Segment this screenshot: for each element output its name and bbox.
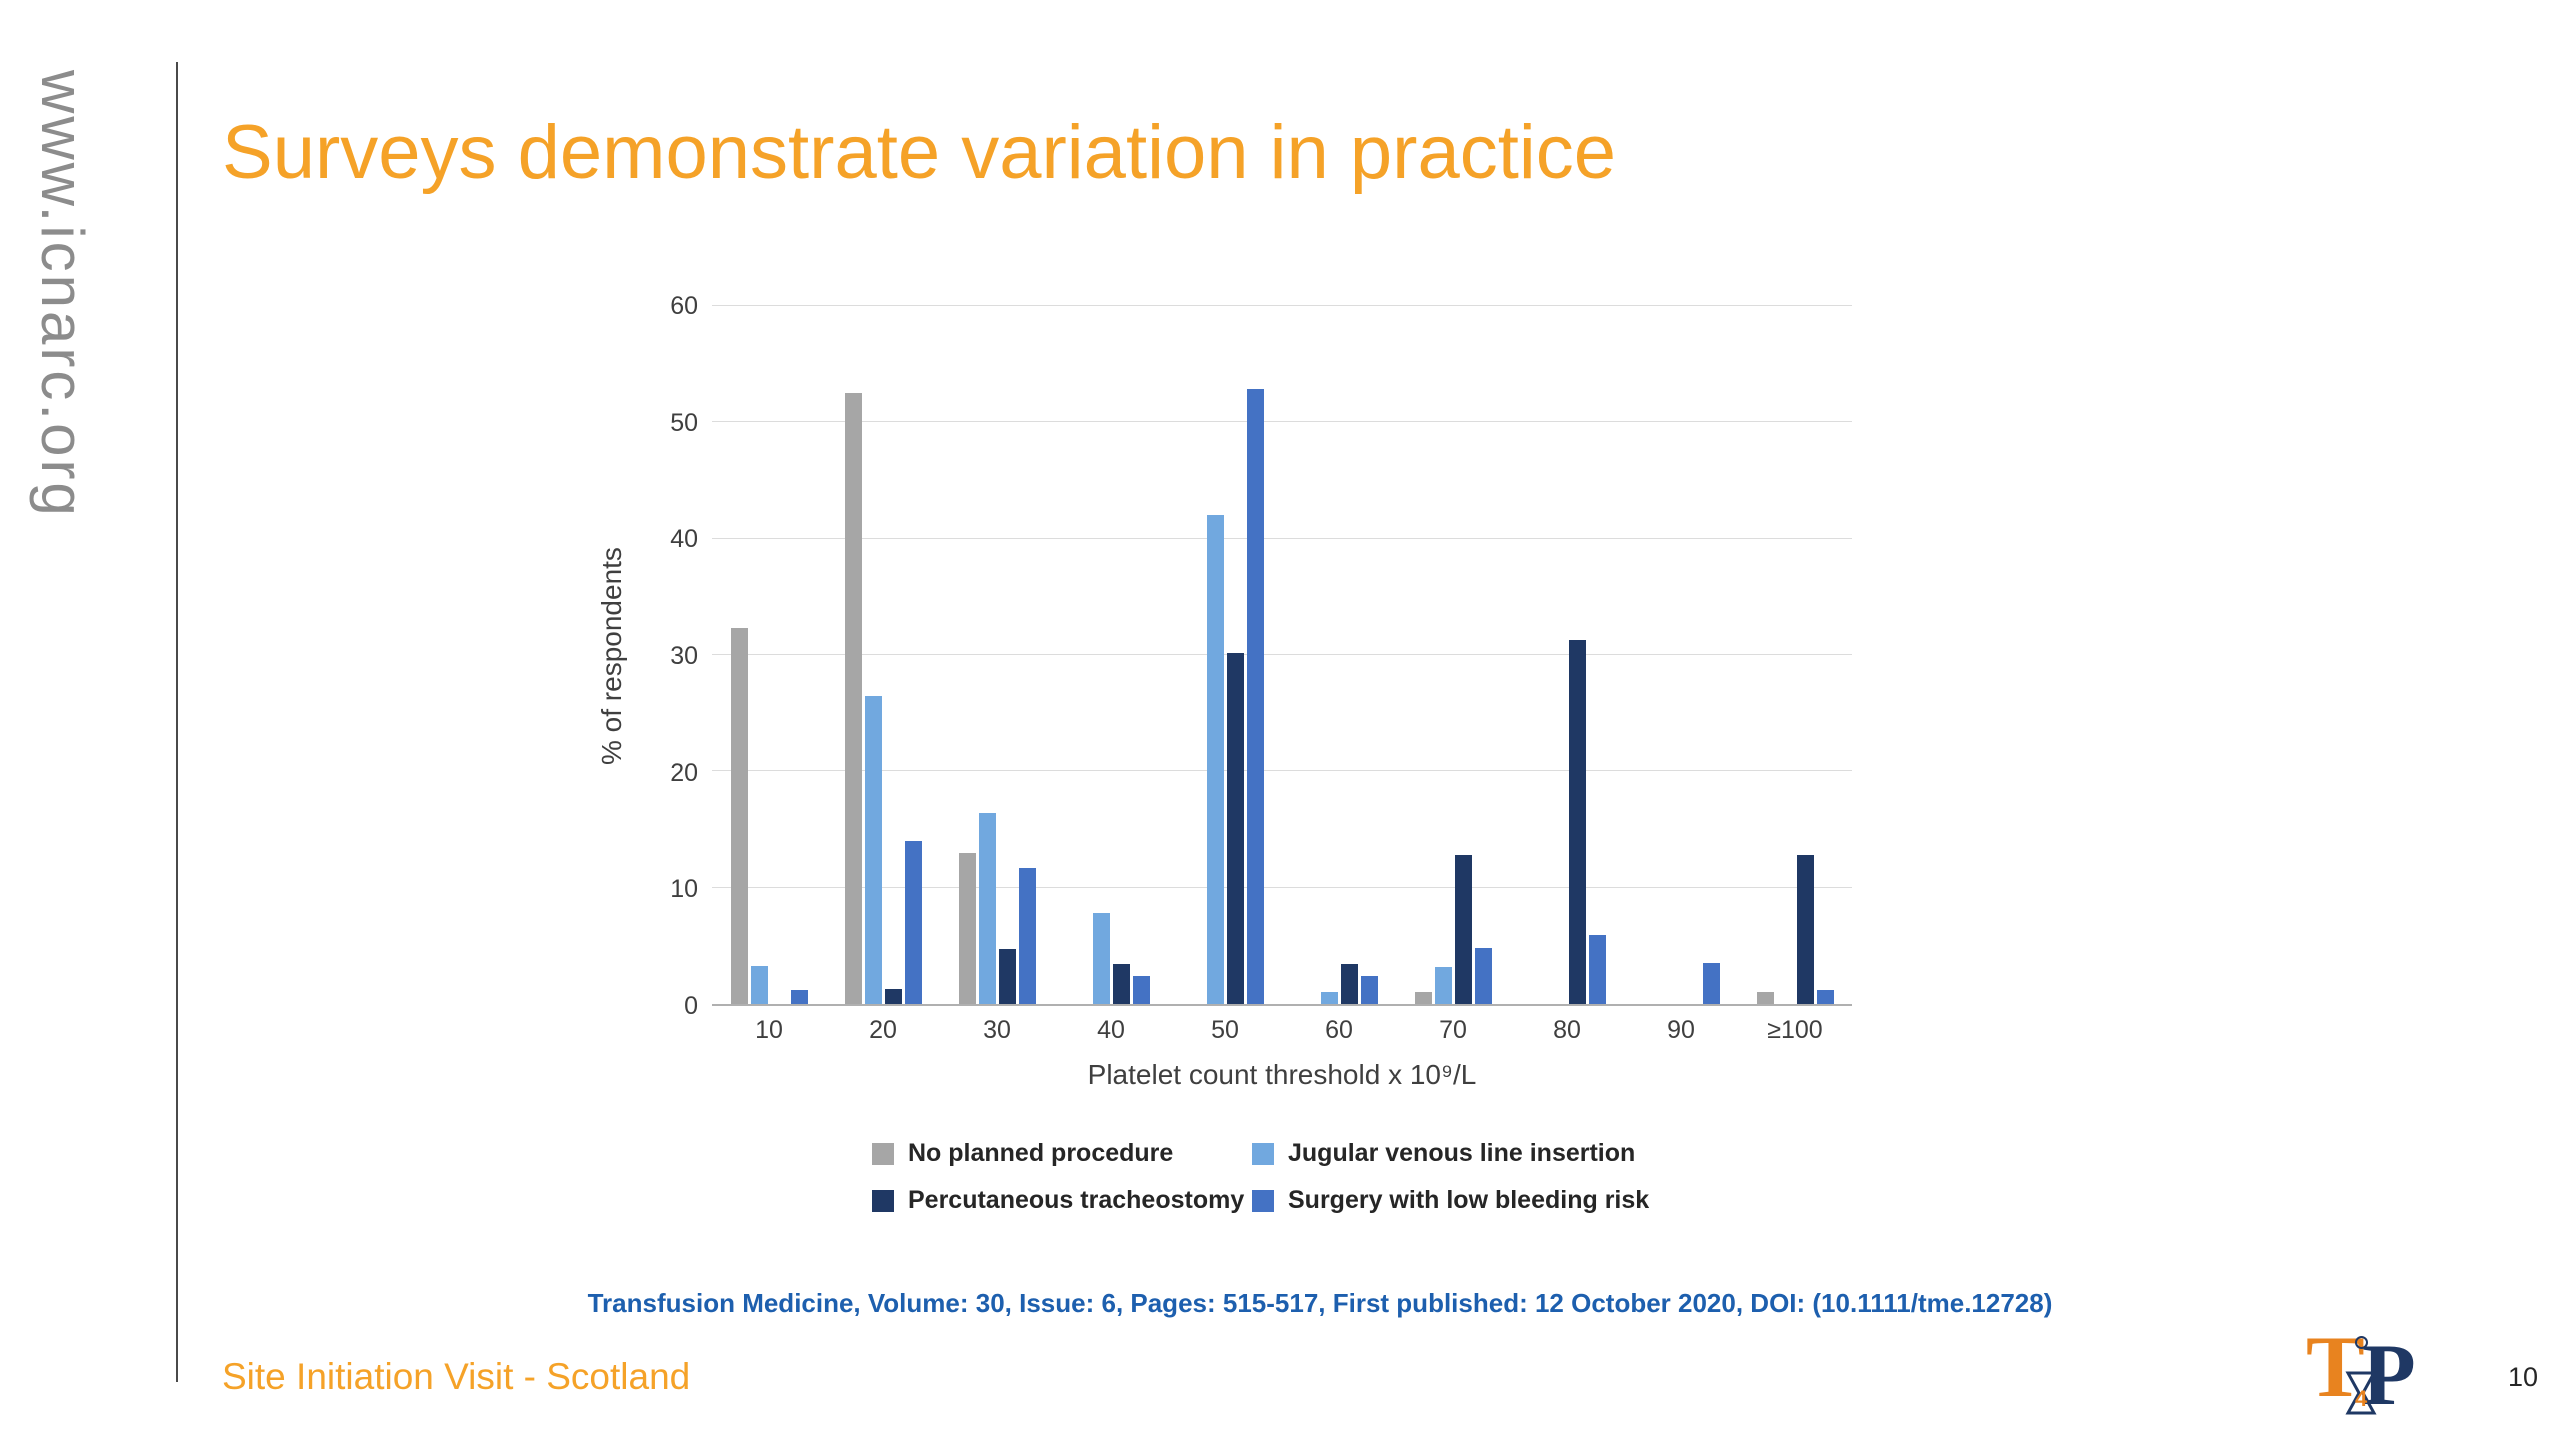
y-axis-title: % of respondents [596, 547, 627, 765]
logo-letter-t: T [2306, 1319, 2365, 1416]
bar-group [1510, 306, 1624, 1004]
bar [1434, 966, 1452, 1004]
gridline [712, 770, 1852, 772]
bar [864, 695, 882, 1004]
plot-area [712, 305, 1852, 1006]
x-tick-label: 20 [869, 1016, 897, 1044]
bar [1796, 855, 1814, 1004]
bar-chart: % of respondents 0 10 20 30 40 50 60 10 20 30 40 5… [582, 292, 1852, 1215]
bar [1246, 388, 1264, 1004]
x-axis-title: Platelet count threshold x 10⁹/L [1087, 1059, 1477, 1090]
hourglass-icon [2345, 1371, 2377, 1415]
legend-label: No planned procedure [908, 1139, 1174, 1167]
bar-group [712, 306, 826, 1004]
y-tick-label: 60 [670, 292, 698, 320]
chart-grid: % of respondents 0 10 20 30 40 50 60 10 20 30 40 5… [582, 292, 1852, 1215]
gridline [712, 654, 1852, 655]
citation-text: Transfusion Medicine, Volume: 30, Issue:… [587, 1288, 2053, 1318]
y-tick-label: 20 [670, 758, 698, 787]
footer-text: Site Initiation Visit - Scotland [222, 1356, 691, 1397]
chart-legend: No planned procedure Jugular venous line … [872, 1139, 1852, 1215]
x-tick-label: 50 [1211, 1016, 1239, 1044]
bar-groups [712, 306, 1852, 1004]
bar [1474, 948, 1492, 1004]
logo-number-four: 4 [2355, 1386, 2368, 1411]
bar [884, 988, 902, 1004]
legend-item: Percutaneous tracheostomy [872, 1186, 1252, 1215]
gridline [712, 421, 1852, 423]
bar [1320, 992, 1338, 1004]
bar [1414, 992, 1432, 1004]
bar [904, 841, 922, 1004]
bar-group [1396, 306, 1510, 1004]
bar [1702, 963, 1720, 1004]
bar [978, 813, 996, 1004]
bar [844, 393, 862, 1004]
x-tick-label: 90 [1667, 1016, 1695, 1044]
bar [1018, 867, 1036, 1004]
page-number: 10 [2508, 1362, 2539, 1392]
gridline [712, 886, 1852, 888]
bar [1588, 935, 1606, 1004]
x-tick-label: 10 [755, 1016, 783, 1044]
y-tick-label: 40 [670, 525, 698, 554]
bar-group [1168, 306, 1282, 1004]
y-axis-labels: 0 10 20 30 40 50 60 [642, 292, 712, 1020]
bar [1340, 964, 1358, 1004]
bar [1360, 976, 1378, 1004]
legend-item: No planned procedure [872, 1139, 1252, 1168]
bar [1092, 913, 1110, 1004]
bar-group [940, 306, 1054, 1004]
gridline [712, 537, 1852, 539]
x-tick-label: ≥100 [1767, 1016, 1823, 1044]
bar [998, 949, 1016, 1004]
x-tick-label: 40 [1097, 1016, 1125, 1044]
legend-item: Jugular venous line insertion [1252, 1139, 1812, 1168]
bar [1816, 990, 1834, 1004]
legend-swatch [872, 1189, 894, 1212]
bar [1132, 976, 1150, 1004]
legend-swatch [1252, 1142, 1274, 1165]
bar-group [1738, 306, 1852, 1004]
gridline [712, 305, 1852, 306]
slide-title: Surveys demonstrate variation in practic… [222, 109, 1616, 195]
legend-item: Surgery with low bleeding risk [1252, 1186, 1812, 1215]
bar-group [1624, 306, 1738, 1004]
vertical-divider [176, 62, 178, 1382]
legend-label: Percutaneous tracheostomy [908, 1186, 1245, 1214]
y-tick-label: 0 [684, 992, 698, 1020]
y-tick-label: 10 [670, 875, 698, 904]
legend-swatch [1252, 1189, 1274, 1212]
x-tick-label: 70 [1439, 1016, 1467, 1044]
bar [1112, 964, 1130, 1004]
legend-label: Jugular venous line insertion [1288, 1139, 1636, 1167]
t4p-trial-logo: T P 4 [2306, 1324, 2426, 1424]
legend-swatch [872, 1142, 894, 1165]
x-tick-label: 30 [983, 1016, 1011, 1044]
bar [1454, 855, 1472, 1004]
x-tick-label: 80 [1553, 1016, 1581, 1044]
bar [958, 852, 976, 1004]
x-tick-label: 60 [1325, 1016, 1353, 1044]
y-tick-label: 30 [670, 642, 698, 670]
logo-ring-icon [2355, 1336, 2368, 1349]
bar [750, 965, 768, 1004]
icnarc-url-vertical-text: www.icnarc.org [29, 70, 96, 519]
bar [1206, 515, 1224, 1004]
bar [1226, 652, 1244, 1004]
bar [790, 990, 808, 1004]
legend-label: Surgery with low bleeding risk [1288, 1186, 1650, 1214]
bar [1756, 992, 1774, 1004]
bar [730, 628, 748, 1004]
bar [1568, 639, 1586, 1004]
bar-group [1282, 306, 1396, 1004]
bar-group [826, 306, 940, 1004]
y-tick-label: 50 [670, 408, 698, 437]
x-axis-labels: 10 20 30 40 50 60 70 80 90 ≥100 [712, 1006, 1852, 1045]
bar-group [1054, 306, 1168, 1004]
